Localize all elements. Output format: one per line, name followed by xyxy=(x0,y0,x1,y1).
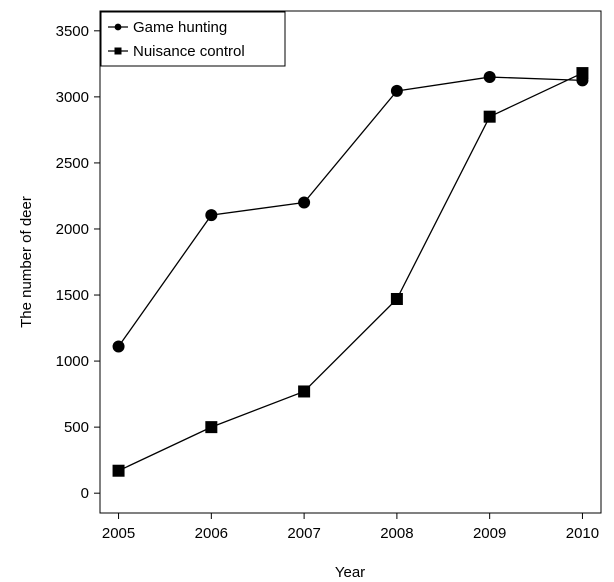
data-point-game-hunting-2007 xyxy=(298,196,311,209)
x-axis-title: Year xyxy=(335,564,365,581)
x-tick-label-2008: 2008 xyxy=(380,525,413,542)
y-tick-label-2500: 2500 xyxy=(56,155,89,172)
y-tick-label-3000: 3000 xyxy=(56,89,89,106)
legend: Game hunting Nuisance control xyxy=(100,11,286,67)
x-tick-label-2006: 2006 xyxy=(195,525,228,542)
data-point-game-hunting-2009 xyxy=(483,71,496,84)
data-point-nuisance-control-2008 xyxy=(390,292,403,305)
data-point-nuisance-control-2007 xyxy=(298,385,311,398)
legend-label-nuisance-control: Nuisance control xyxy=(133,43,245,60)
series-layer xyxy=(112,67,589,477)
x-tick-label-2005: 2005 xyxy=(102,525,135,542)
y-axis-title: The number of deer xyxy=(18,196,35,328)
x-tick-label-2010: 2010 xyxy=(566,525,599,542)
legend-box xyxy=(100,11,286,67)
y-tick-label-500: 500 xyxy=(64,419,89,436)
y-tick-label-1000: 1000 xyxy=(56,353,89,370)
data-point-game-hunting-2006 xyxy=(205,209,218,222)
data-point-nuisance-control-2010 xyxy=(576,67,589,80)
data-point-nuisance-control-2006 xyxy=(205,421,218,434)
series-line-nuisance-control xyxy=(118,72,583,472)
data-point-nuisance-control-2009 xyxy=(483,110,496,123)
x-tick-label-2007: 2007 xyxy=(287,525,320,542)
y-tick-label-2000: 2000 xyxy=(56,221,89,238)
data-point-game-hunting-2005 xyxy=(112,340,125,353)
legend-label-game-hunting: Game hunting xyxy=(133,19,227,36)
y-tick-label-1500: 1500 xyxy=(56,287,89,304)
y-axis: 0 500 1000 1500 2000 2500 3000 3500 xyxy=(56,23,100,502)
legend-marker-nuisance-control xyxy=(114,47,122,55)
legend-marker-game-hunting xyxy=(114,23,122,31)
x-tick-label-2009: 2009 xyxy=(473,525,506,542)
series-line-game-hunting xyxy=(118,76,583,347)
data-point-game-hunting-2008 xyxy=(390,84,403,97)
y-tick-label-0: 0 xyxy=(81,485,89,502)
y-tick-label-3500: 3500 xyxy=(56,23,89,40)
x-axis: 2005 2006 2007 2008 2009 2010 xyxy=(102,513,599,542)
plot-frame xyxy=(99,10,602,514)
data-point-nuisance-control-2005 xyxy=(112,464,125,477)
